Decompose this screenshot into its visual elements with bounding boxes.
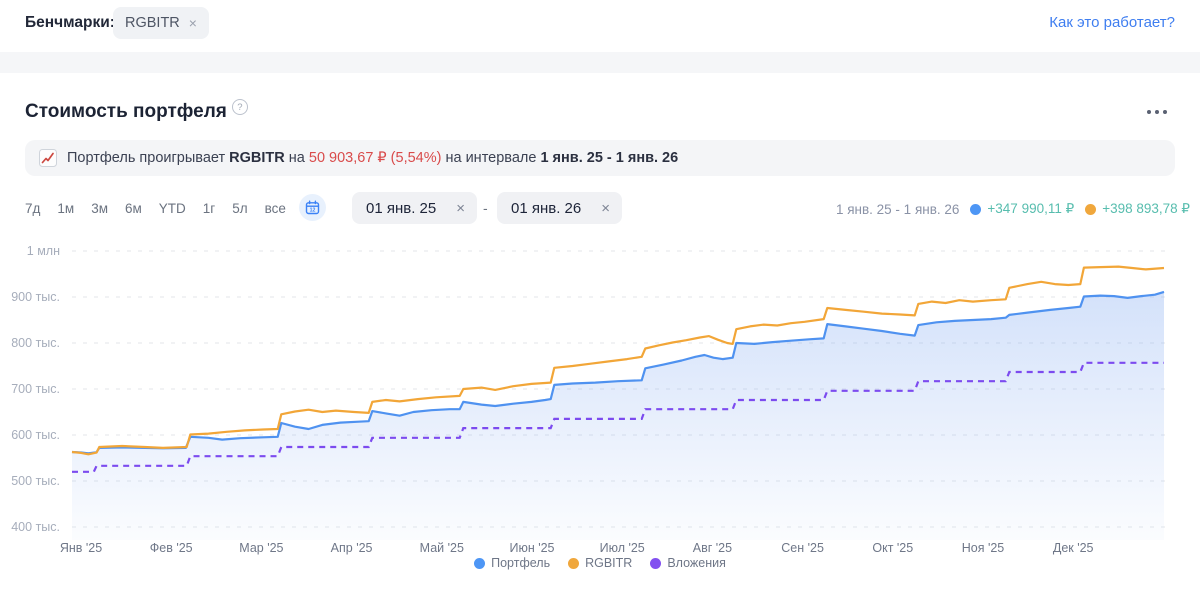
y-axis-tick: 500 тыс. (11, 474, 60, 488)
legend-label-portfolio: Портфель (491, 556, 551, 570)
legend-item-contributions[interactable]: Вложения (650, 556, 726, 570)
x-axis-tick: Ноя '25 (961, 541, 1005, 555)
calendar-button[interactable]: 12 (299, 194, 326, 221)
range-preset-5y[interactable]: 5л (232, 201, 248, 216)
y-axis-tick: 900 тыс. (11, 290, 60, 304)
x-axis-tick: Апр '25 (330, 541, 373, 555)
banner-text-part: Портфель проигрывает (67, 150, 230, 166)
contributions-line (72, 361, 1164, 473)
x-axis-tick: Авг '25 (692, 541, 733, 555)
benchmarks-label: Бенчмарки: (25, 14, 115, 31)
range-preset-1m[interactable]: 1м (57, 201, 75, 216)
calendar-icon: 12 (305, 200, 320, 215)
range-preset-3m[interactable]: 3м (91, 201, 108, 216)
banner-text-part: на интервале (441, 150, 541, 166)
date-to-clear-icon[interactable]: × (601, 199, 610, 217)
date-from-field[interactable]: 01 янв. 25 × (352, 192, 477, 224)
benchmark-chip-label: RGBITR (125, 15, 180, 31)
x-axis-tick: Фев '25 (149, 541, 193, 555)
y-axis-tick: 1 млн (26, 244, 60, 258)
chart-legend: Портфель RGBITR Вложения (0, 556, 1200, 570)
series-dot-portfolio (970, 203, 982, 215)
summary-value-rgbitr: +398 893,78 ₽ (1102, 201, 1190, 216)
legend-item-rgbitr[interactable]: RGBITR (568, 556, 632, 570)
series-dot-rgbitr (1085, 203, 1097, 215)
benchmark-chip[interactable]: RGBITR × (113, 7, 209, 39)
summary-item-rgbitr: +398 893,78 ₽ (1085, 201, 1190, 217)
banner-text: Портфель проигрывает RGBITR на 50 903,67… (67, 150, 678, 166)
portfolio-line (71, 290, 1165, 455)
date-from-value: 01 янв. 25 (366, 199, 437, 217)
banner-text-part: 1 янв. 25 - 1 янв. 26 (540, 150, 679, 166)
how-it-works-link[interactable]: Как это работает? (1049, 14, 1175, 31)
y-axis-tick: 400 тыс. (11, 520, 60, 534)
range-preset-1y[interactable]: 1г (202, 201, 216, 216)
svg-text:12: 12 (310, 208, 316, 214)
legend-dot-portfolio (474, 557, 486, 569)
chart-line-icon (39, 149, 57, 167)
portfolio-area-fill (72, 291, 1164, 540)
benchmark-line (71, 265, 1165, 456)
x-axis-tick: Дек '25 (1052, 541, 1094, 555)
date-to-value: 01 янв. 26 (511, 199, 582, 217)
range-preset-7d[interactable]: 7д (25, 201, 41, 216)
page-title: Стоимость портфеля ? (25, 99, 248, 123)
range-preset-ytd[interactable]: YTD (158, 201, 186, 216)
legend-label-contributions: Вложения (667, 556, 726, 570)
more-menu-icon[interactable] (1147, 110, 1167, 114)
summary-values: +347 990,11 ₽ +398 893,78 ₽ (970, 201, 1190, 217)
date-from-clear-icon[interactable]: × (456, 199, 465, 217)
interval-summary: 1 янв. 25 - 1 янв. 26 +347 990,11 ₽ +398 … (836, 201, 1190, 217)
x-axis-tick: Янв '25 (59, 541, 103, 555)
summary-value-portfolio: +347 990,11 ₽ (987, 201, 1075, 216)
x-axis-tick: Мар '25 (239, 541, 284, 555)
interval-label: 1 янв. 25 - 1 янв. 26 (835, 201, 960, 217)
x-axis-tick: Окт '25 (872, 541, 914, 555)
x-axis-tick: Июл '25 (599, 541, 645, 555)
help-icon[interactable]: ? (231, 99, 248, 115)
legend-dot-contributions (650, 557, 662, 569)
y-axis-tick: 600 тыс. (11, 428, 60, 442)
range-preset-all[interactable]: все (264, 201, 286, 216)
y-axis-tick: 800 тыс. (11, 336, 60, 350)
benchmark-comparison-banner: Портфель проигрывает RGBITR на 50 903,67… (25, 140, 1175, 176)
page-title-text: Стоимость портфеля (25, 101, 227, 122)
date-range-separator: - (483, 200, 488, 216)
legend-dot-rgbitr (568, 557, 580, 569)
date-to-field[interactable]: 01 янв. 26 × (497, 192, 622, 224)
legend-item-portfolio[interactable]: Портфель (474, 556, 550, 570)
banner-text-part: RGBITR (229, 150, 285, 166)
legend-label-rgbitr: RGBITR (585, 556, 633, 570)
range-presets: 7д 1м 3м 6м YTD 1г 5л все (25, 201, 286, 216)
chip-close-icon[interactable]: × (188, 15, 197, 31)
x-axis-tick: Май '25 (419, 541, 464, 555)
banner-text-part: на (284, 150, 309, 166)
range-preset-6m[interactable]: 6м (124, 201, 142, 216)
summary-item-portfolio: +347 990,11 ₽ (970, 201, 1074, 217)
x-axis-tick: Сен '25 (781, 541, 824, 555)
x-axis-tick: Июн '25 (509, 541, 555, 555)
banner-text-part: 50 903,67 ₽ (5,54%) (308, 150, 442, 166)
portfolio-value-chart[interactable] (0, 240, 1200, 556)
section-divider (0, 52, 1200, 73)
y-axis-tick: 700 тыс. (11, 382, 60, 396)
